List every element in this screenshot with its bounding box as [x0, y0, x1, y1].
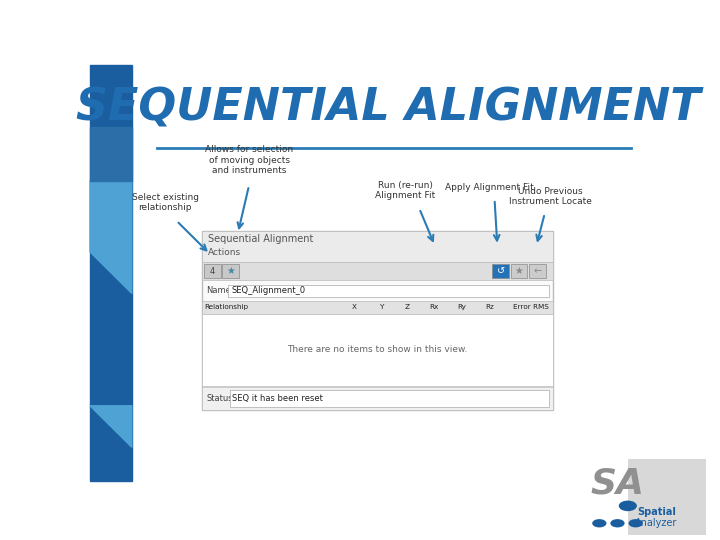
Text: ↺: ↺ — [497, 266, 505, 276]
Bar — [492, 264, 509, 278]
Text: Status:: Status: — [206, 394, 235, 403]
Text: Undo Previous
Instrument Locate: Undo Previous Instrument Locate — [509, 187, 592, 206]
Text: Rx: Rx — [429, 304, 438, 310]
Text: SA: SA — [590, 466, 644, 500]
Bar — [202, 231, 553, 410]
Text: Run (re-run)
Alignment Fit: Run (re-run) Alignment Fit — [375, 180, 436, 200]
Text: Spatial: Spatial — [637, 507, 676, 517]
Text: Actions: Actions — [208, 248, 241, 257]
Bar — [529, 264, 546, 278]
Circle shape — [592, 519, 606, 528]
Text: Error RMS: Error RMS — [513, 304, 549, 310]
Bar — [222, 264, 239, 278]
Text: 4: 4 — [210, 267, 215, 275]
Text: X: X — [351, 304, 356, 310]
Text: Select existing
relationship: Select existing relationship — [132, 193, 199, 212]
Text: Sequential Alignment: Sequential Alignment — [208, 234, 314, 245]
Text: Relationship: Relationship — [204, 304, 248, 310]
Text: Apply Alignment Fit: Apply Alignment Fit — [444, 183, 534, 192]
Bar — [204, 264, 220, 278]
Text: SEQ it has been reset: SEQ it has been reset — [233, 394, 323, 403]
Text: Analyzer: Analyzer — [635, 518, 678, 528]
Circle shape — [618, 501, 637, 511]
Text: There are no items to show in this view.: There are no items to show in this view. — [287, 346, 467, 354]
Bar — [202, 387, 553, 410]
Text: ←: ← — [534, 266, 541, 276]
Text: SEQUENTIAL ALIGNMENT: SEQUENTIAL ALIGNMENT — [76, 87, 701, 130]
Text: Allows for selection
of moving objects
and instruments: Allows for selection of moving objects a… — [205, 145, 293, 175]
Bar — [202, 314, 553, 386]
Bar — [510, 264, 528, 278]
Polygon shape — [90, 65, 132, 481]
Text: Name:: Name: — [206, 287, 234, 295]
Polygon shape — [90, 127, 132, 181]
Text: Y: Y — [379, 304, 384, 310]
Text: Rz: Rz — [485, 304, 494, 310]
Bar — [202, 231, 553, 262]
Circle shape — [629, 519, 643, 528]
Text: Ry: Ry — [457, 304, 466, 310]
Text: SEQ_Alignment_0: SEQ_Alignment_0 — [231, 287, 305, 295]
Text: ★: ★ — [515, 266, 523, 276]
Circle shape — [611, 519, 625, 528]
Bar — [202, 301, 553, 314]
Bar — [628, 459, 706, 535]
Bar — [202, 262, 553, 280]
Bar — [228, 285, 549, 297]
Polygon shape — [90, 181, 132, 294]
Text: ★: ★ — [226, 266, 235, 276]
Text: Z: Z — [404, 304, 409, 310]
Polygon shape — [90, 406, 132, 447]
Bar — [230, 390, 549, 407]
